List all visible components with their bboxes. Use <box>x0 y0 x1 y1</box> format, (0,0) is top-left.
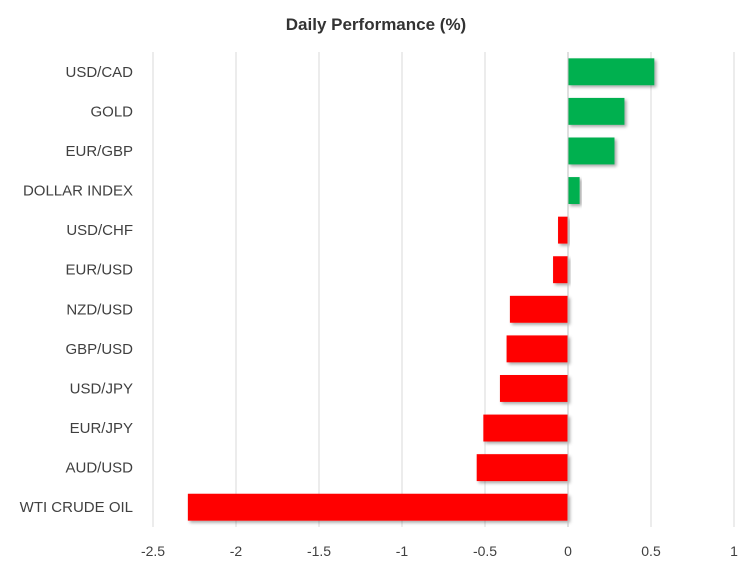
category-label: EUR/GBP <box>65 143 133 160</box>
bar <box>568 97 625 125</box>
bar <box>553 256 568 284</box>
category-label: USD/CAD <box>65 64 133 81</box>
category-label: USD/CHF <box>66 222 133 239</box>
x-tick-label: 0.5 <box>641 543 661 559</box>
chart-title: Daily Performance (%) <box>286 15 466 34</box>
category-label: USD/JPY <box>70 380 133 397</box>
bar <box>499 375 568 402</box>
category-label: NZD/USD <box>66 301 133 318</box>
bar <box>568 137 615 165</box>
bar <box>506 335 568 363</box>
bar <box>558 216 568 244</box>
category-label: WTI CRUDE OIL <box>20 499 133 516</box>
category-label: DOLLAR INDEX <box>23 183 133 200</box>
x-tick-label: -2 <box>230 543 243 559</box>
category-label: AUD/USD <box>65 460 133 477</box>
x-tick-label: 1 <box>730 543 738 559</box>
x-tick-label: 0 <box>564 543 572 559</box>
x-tick-label: -1.5 <box>307 543 331 559</box>
category-labels: USD/CAD GOLD EUR/GBP DOLLAR INDEX USD/CHF EUR… <box>20 64 134 516</box>
bar <box>483 414 568 442</box>
category-label: EUR/JPY <box>70 420 133 437</box>
bars <box>187 58 655 521</box>
category-label: GBP/USD <box>65 341 133 358</box>
bar <box>187 493 569 521</box>
bar <box>568 58 655 86</box>
x-tick-label: -1 <box>396 543 409 559</box>
bar <box>476 454 568 482</box>
gridlines <box>152 52 735 527</box>
category-label: GOLD <box>90 103 133 120</box>
bar <box>568 177 580 204</box>
x-tick-label: -0.5 <box>473 543 497 559</box>
x-tick-label: -2.5 <box>141 543 165 559</box>
bar <box>509 295 568 323</box>
x-tick-labels: -2.5 -2 -1.5 -1 -0.5 0 0.5 1 <box>141 543 738 559</box>
category-label: EUR/USD <box>65 262 133 279</box>
